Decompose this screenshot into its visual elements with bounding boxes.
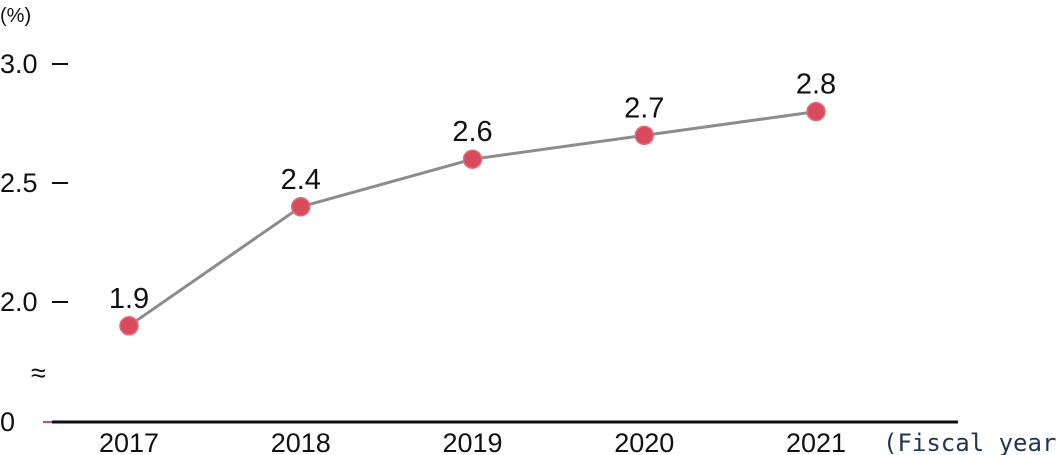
- x-tick-label: 2020: [614, 428, 674, 455]
- axis-break-symbol: ≈: [31, 358, 46, 388]
- data-point: [634, 125, 654, 146]
- y-axis-ticks: 2.0 2.5 3.0: [0, 49, 68, 317]
- x-axis-label: (Fiscal year): [883, 429, 1058, 455]
- data-label: 2.7: [624, 92, 664, 124]
- x-tick-label: 2018: [271, 428, 331, 455]
- data-label: 2.8: [796, 69, 836, 101]
- y-tick-label: 2.0: [0, 287, 38, 317]
- data-point: [462, 149, 483, 169]
- x-tick-label: 2019: [442, 428, 502, 455]
- data-points: [119, 101, 826, 336]
- data-point: [806, 101, 826, 122]
- x-axis-tick-labels: 2017 2018 2019 2020 2021: [99, 428, 846, 455]
- data-label: 2.4: [281, 164, 321, 196]
- y-unit-label: (%): [0, 5, 31, 27]
- data-label: 1.9: [109, 283, 149, 315]
- x-tick-label: 2021: [786, 428, 846, 455]
- data-point: [291, 197, 311, 217]
- y-tick-label: 2.5: [0, 168, 38, 198]
- data-labels: 1.9 2.4 2.6 2.7 2.8: [109, 69, 836, 315]
- x-tick-label: 2017: [99, 428, 159, 455]
- data-point: [119, 316, 139, 336]
- y-baseline-label: 0: [0, 407, 15, 437]
- data-label: 2.6: [452, 116, 492, 148]
- y-tick-label: 3.0: [0, 49, 38, 79]
